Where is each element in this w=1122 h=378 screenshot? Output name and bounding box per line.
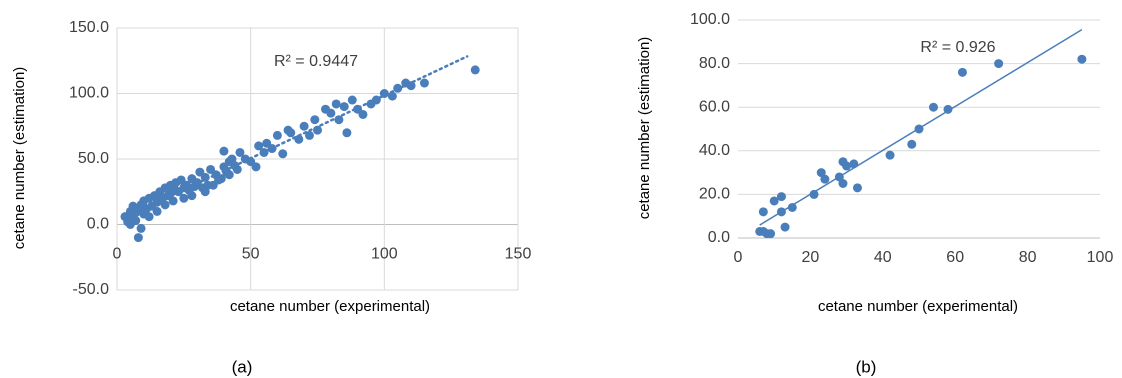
data-point <box>347 95 357 105</box>
data-point <box>133 233 143 243</box>
y-tick-label: -50.0 <box>73 281 110 298</box>
data-point <box>387 91 397 101</box>
data-point <box>842 161 852 171</box>
data-point <box>776 192 786 202</box>
data-point <box>152 206 162 216</box>
caption: (a) <box>232 357 253 376</box>
y-tick-label: 50.0 <box>78 150 109 167</box>
x-tick-label: 150 <box>505 246 532 263</box>
data-point <box>219 146 229 156</box>
caption: (b) <box>856 357 877 376</box>
data-point <box>769 196 779 206</box>
trendline <box>759 29 1083 226</box>
data-point <box>235 147 245 157</box>
data-point <box>820 174 830 184</box>
x-tick-label: 50 <box>242 246 260 263</box>
x-tick-label: 100 <box>1087 249 1114 266</box>
data-point <box>849 159 859 169</box>
x-tick-label: 80 <box>1019 249 1037 266</box>
data-point <box>907 139 917 149</box>
data-point <box>766 229 776 239</box>
data-point <box>1077 54 1087 64</box>
x-axis-title: cetane number (experimental) <box>230 298 430 315</box>
data-point <box>339 102 349 112</box>
data-point <box>144 212 154 222</box>
r-squared: R² = 0.9447 <box>274 53 358 70</box>
data-point <box>310 115 320 125</box>
data-point <box>187 191 197 201</box>
data-point <box>272 130 282 140</box>
y-tick-label: 0.0 <box>87 216 109 233</box>
x-tick-label: 0 <box>734 249 743 266</box>
data-point <box>179 193 189 203</box>
data-point <box>419 78 429 88</box>
data-point <box>928 102 938 112</box>
data-point <box>816 168 826 178</box>
x-axis-title: cetane number (experimental) <box>818 298 1018 315</box>
data-point <box>342 128 352 138</box>
data-point <box>278 149 288 159</box>
data-point <box>358 109 368 119</box>
data-point <box>852 183 862 193</box>
data-point <box>304 130 314 140</box>
data-point <box>216 174 226 184</box>
data-point <box>160 200 170 210</box>
x-tick-label: 20 <box>802 249 820 266</box>
data-point <box>331 99 341 109</box>
data-point <box>251 162 261 172</box>
data-point <box>286 128 296 138</box>
data-point <box>254 141 264 151</box>
x-tick-label: 40 <box>874 249 892 266</box>
data-point <box>326 108 336 118</box>
data-point <box>957 67 967 77</box>
data-point <box>294 134 304 144</box>
y-tick-label: 150.0 <box>69 19 109 36</box>
x-tick-label: 100 <box>371 246 398 263</box>
trendline <box>123 55 469 219</box>
r-squared: R² = 0.926 <box>920 39 995 56</box>
data-point <box>131 216 141 226</box>
data-point <box>470 65 480 75</box>
data-point <box>787 202 797 212</box>
data-point <box>885 150 895 160</box>
data-point <box>994 59 1004 69</box>
data-point <box>224 170 234 180</box>
y-tick-label: 40.0 <box>699 142 730 159</box>
y-axis-title: cetane number (estimation) <box>636 37 653 220</box>
y-tick-label: 100.0 <box>690 11 730 28</box>
data-point <box>168 196 178 206</box>
y-tick-label: 20.0 <box>699 186 730 203</box>
y-tick-label: 0.0 <box>708 229 730 246</box>
y-tick-label: 100.0 <box>69 85 109 102</box>
data-point <box>838 179 848 188</box>
y-axis-title: cetane number (estimation) <box>11 67 28 250</box>
y-tick-label: 60.0 <box>699 98 730 115</box>
y-tick-label: 80.0 <box>699 55 730 72</box>
data-point <box>809 189 819 199</box>
x-tick-label: 0 <box>113 246 122 263</box>
data-point <box>780 222 790 232</box>
x-tick-label: 60 <box>946 249 964 266</box>
data-point <box>758 207 768 217</box>
data-point <box>299 121 309 131</box>
data-point <box>232 164 242 174</box>
data-point <box>136 223 146 233</box>
